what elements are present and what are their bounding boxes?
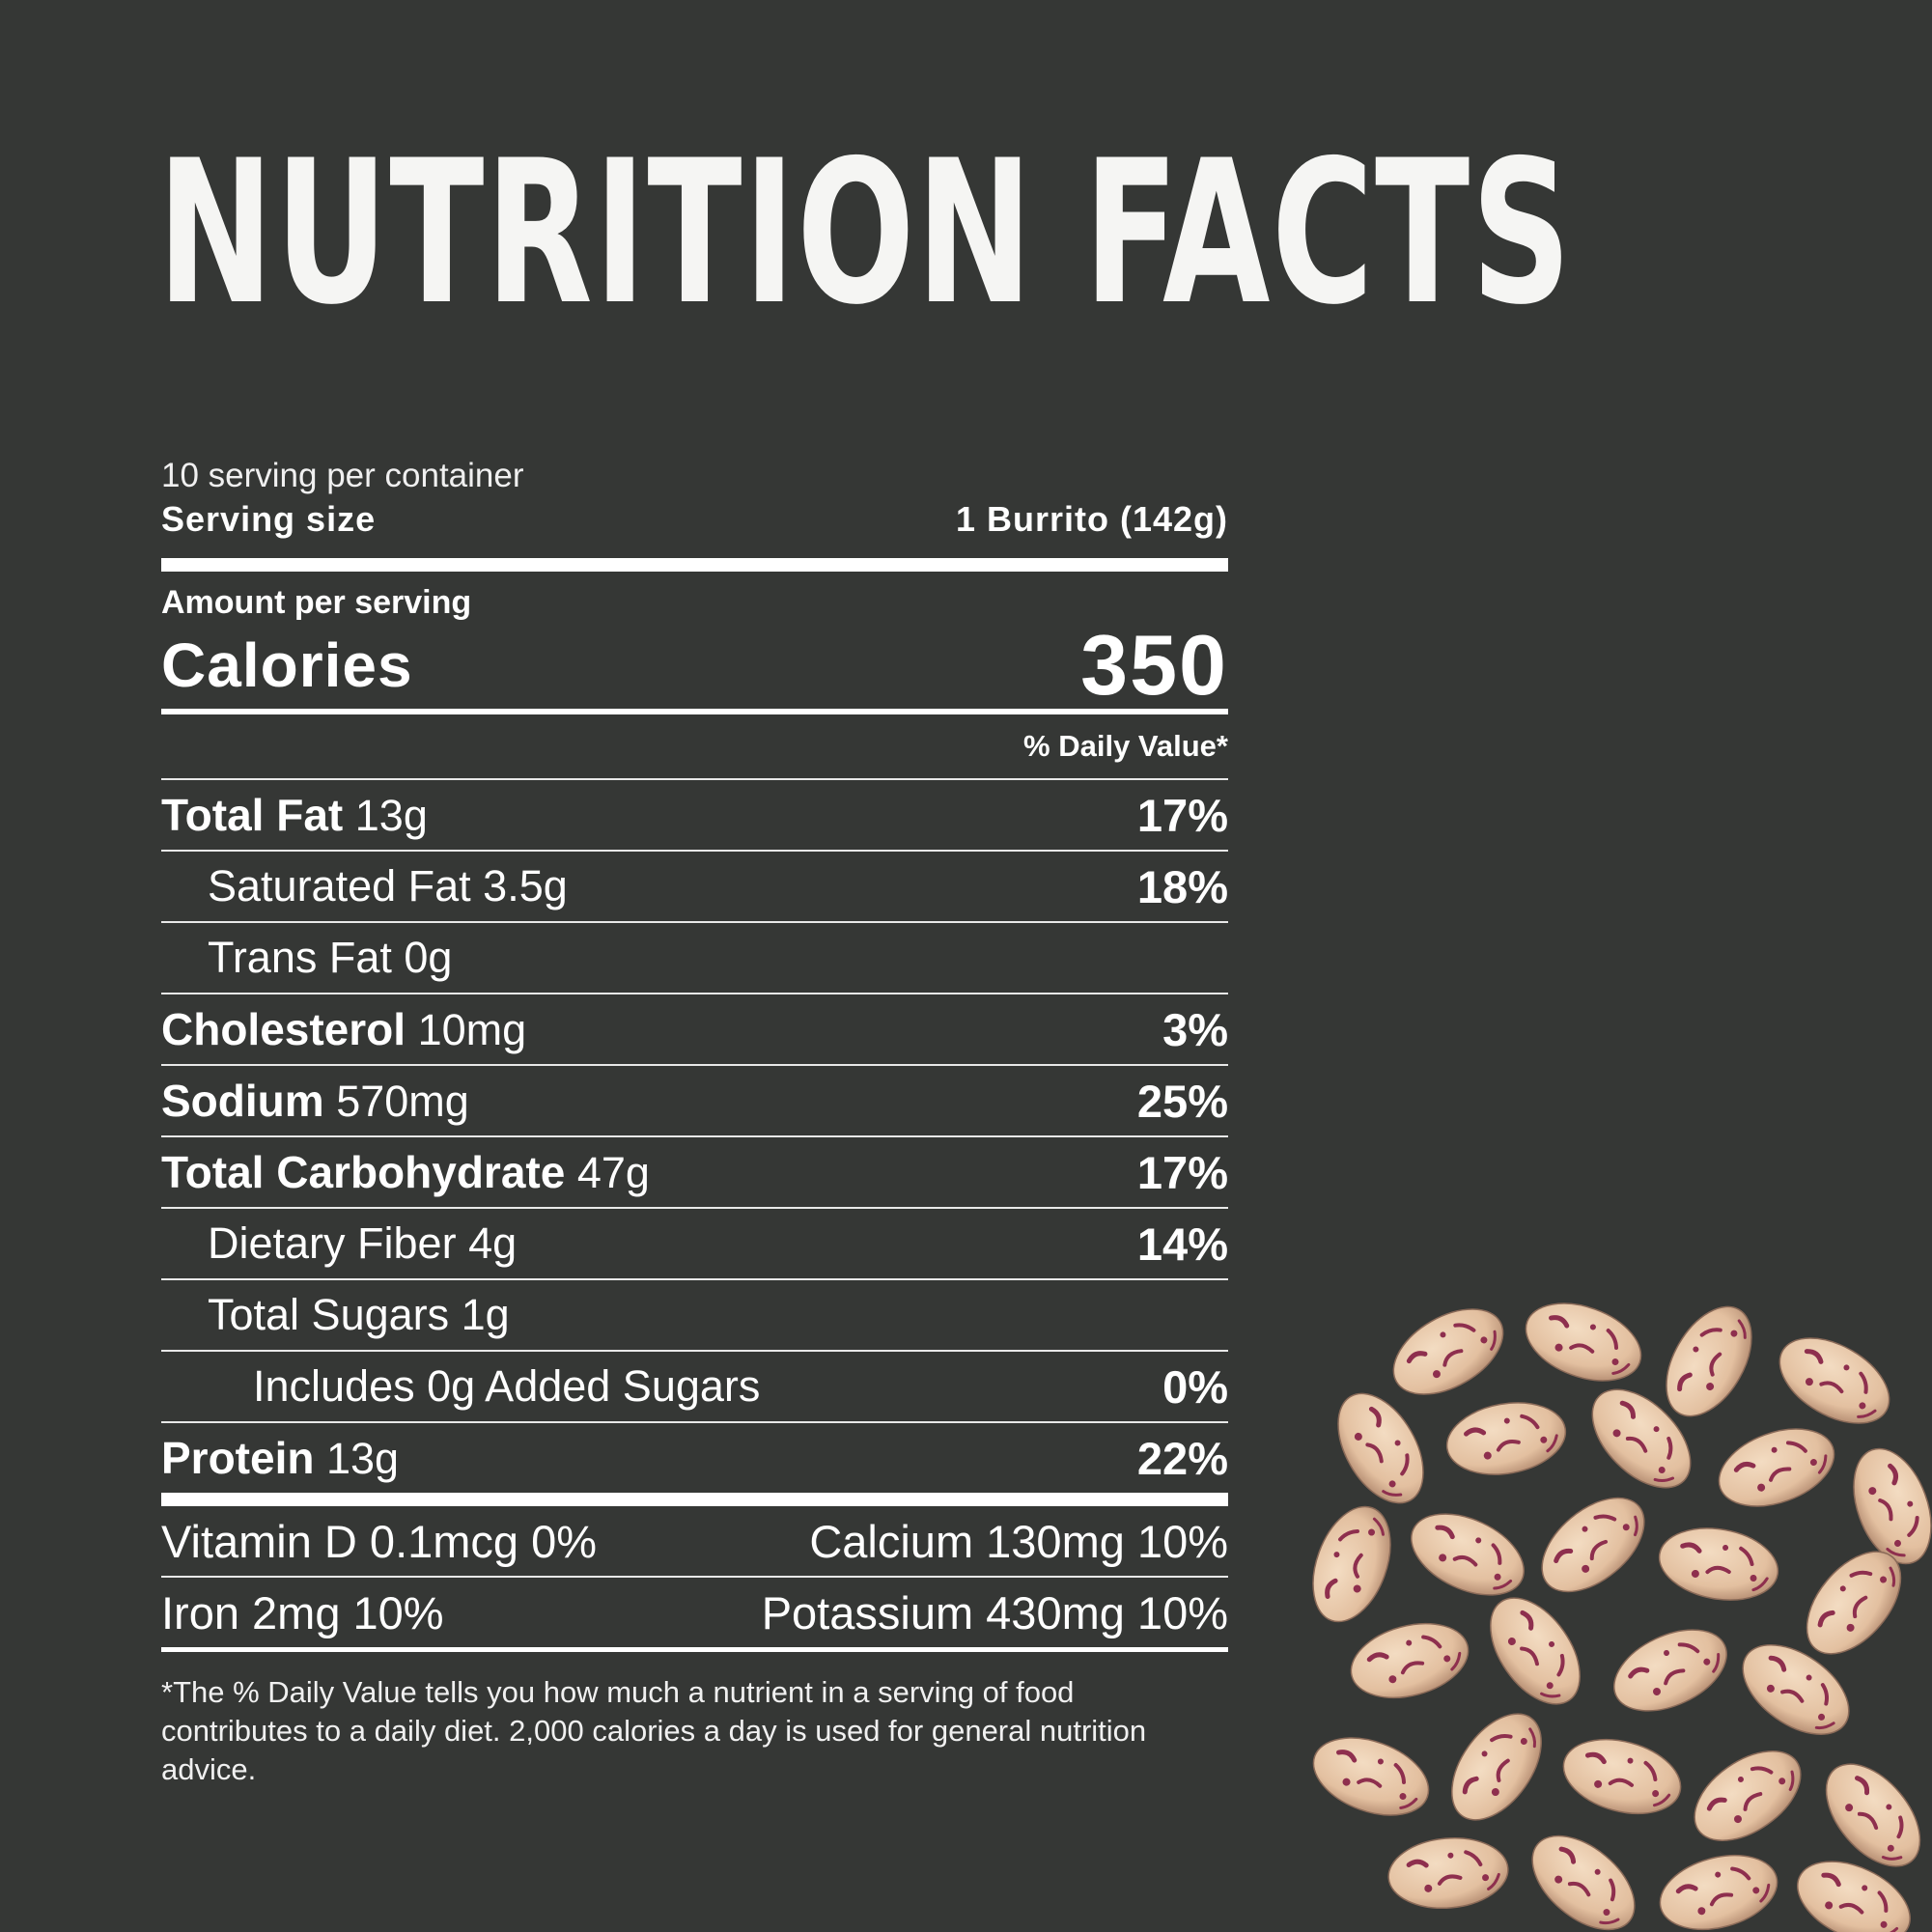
- thin-divider: [161, 778, 1228, 780]
- page-title: NUTRITION FACTS: [157, 119, 1573, 349]
- nutrient-row-total-fat: Total Fat 13g 17%: [161, 780, 1228, 852]
- nutrient-row-sodium: Sodium 570mg 25%: [161, 1066, 1228, 1137]
- nutrient-name: Trans Fat 0g: [208, 933, 453, 982]
- vitamin-left: Iron 2mg 10%: [161, 1586, 444, 1638]
- nutrient-dv: 18%: [1136, 860, 1228, 912]
- vitamin-right: Calcium 130mg 10%: [809, 1515, 1228, 1567]
- nutrient-name: Total Sugars 1g: [208, 1290, 510, 1339]
- nutrient-row-total-carbohydrate: Total Carbohydrate 47g 17%: [161, 1137, 1228, 1209]
- nutrient-dv: 17%: [1136, 1146, 1228, 1198]
- nutrient-dv: 25%: [1136, 1075, 1228, 1127]
- nutrient-label: Cholesterol 10mg: [161, 1003, 526, 1055]
- nutrient-amount: 10mg: [417, 1005, 527, 1054]
- thick-divider: [161, 558, 1228, 572]
- nutrient-amount: 13g: [354, 791, 428, 840]
- nutrient-row-cholesterol: Cholesterol 10mg 3%: [161, 994, 1228, 1066]
- nutrient-amount: 570mg: [336, 1077, 469, 1126]
- medium-divider: [161, 709, 1228, 714]
- nutrient-label: Total Carbohydrate 47g: [161, 1146, 650, 1198]
- footnote: *The % Daily Value tells you how much a …: [161, 1675, 1147, 1786]
- calories-label: Calories: [161, 630, 413, 700]
- nutrient-name: Sodium: [161, 1076, 324, 1126]
- calories-value: 350: [1080, 617, 1228, 713]
- nutrient-dv: 3%: [1162, 1003, 1228, 1055]
- nutrient-label: Sodium 570mg: [161, 1075, 469, 1127]
- nutrient-row-trans-fat: Trans Fat 0g: [161, 923, 1228, 994]
- nutrient-dv: 0%: [1162, 1360, 1228, 1413]
- serving-size-label: Serving size: [161, 499, 377, 539]
- nutrient-dv: 14%: [1136, 1218, 1228, 1270]
- nutrient-name: Dietary Fiber 4g: [208, 1218, 518, 1268]
- pinto-beans-illustration: [1294, 1274, 1932, 1932]
- calories-row: Calories 350: [161, 617, 1228, 713]
- nutrient-dv: 17%: [1136, 789, 1228, 841]
- vitamin-left: Vitamin D 0.1mcg 0%: [161, 1515, 598, 1567]
- nutrient-row-total-sugars: Total Sugars 1g: [161, 1280, 1228, 1352]
- amount-per-serving: Amount per serving: [161, 584, 472, 621]
- nutrient-amount: 13g: [325, 1434, 400, 1483]
- nutrient-name: Cholesterol: [161, 1004, 406, 1054]
- thick-divider: [161, 1493, 1228, 1506]
- nutrient-name: Total Carbohydrate: [161, 1147, 566, 1197]
- nutrient-row-dietary-fiber: Dietary Fiber 4g 14%: [161, 1209, 1228, 1280]
- nutrient-name: Saturated Fat 3.5g: [208, 861, 568, 910]
- vitamin-row: Iron 2mg 10% Potassium 430mg 10%: [161, 1578, 1228, 1652]
- vitamin-row: Vitamin D 0.1mcg 0% Calcium 130mg 10%: [161, 1506, 1228, 1578]
- nutrient-name: Total Fat: [161, 790, 344, 840]
- serving-size-value: 1 Burrito (142g): [955, 499, 1228, 539]
- servings-per-container: 10 serving per container: [161, 457, 524, 494]
- nutrient-dv: 22%: [1136, 1432, 1228, 1484]
- nutrient-row-protein: Protein 13g 22%: [161, 1423, 1228, 1493]
- vitamin-right: Potassium 430mg 10%: [761, 1586, 1228, 1638]
- nutrient-label: Protein 13g: [161, 1432, 399, 1484]
- nutrition-panel: 10 serving per container Serving size 1 …: [161, 456, 1228, 1789]
- nutrient-amount: 47g: [576, 1148, 650, 1197]
- nutrient-row-added-sugars: Includes 0g Added Sugars 0%: [161, 1352, 1228, 1423]
- daily-value-header: % Daily Value*: [1023, 729, 1228, 763]
- nutrient-label: Total Fat 13g: [161, 789, 428, 841]
- nutrient-name: Includes 0g Added Sugars: [253, 1361, 761, 1411]
- nutrient-row-saturated-fat: Saturated Fat 3.5g 18%: [161, 852, 1228, 923]
- serving-size-row: Serving size 1 Burrito (142g): [161, 496, 1228, 543]
- nutrient-name: Protein: [161, 1433, 315, 1483]
